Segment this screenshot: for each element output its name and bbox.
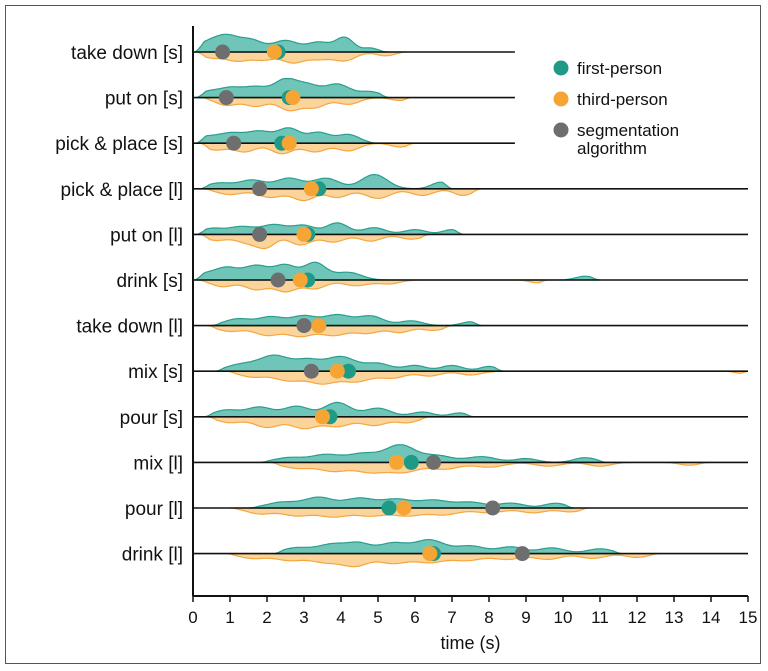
segmentation-mean-marker [514,546,530,562]
x-tick-label: 8 [484,608,493,627]
third-person-mean-marker [329,363,345,379]
ridge-row: pour [s] [120,401,748,430]
ridge-row: mix [l] [133,444,748,474]
ridge-row: mix [s] [128,354,749,385]
segmentation-mean-marker [226,135,242,151]
x-tick-label: 6 [410,608,419,627]
ridge-row: take down [s] [71,33,515,64]
x-tick-label: 11 [591,608,609,627]
third-person-mean-marker [296,226,312,242]
third-person-density [196,279,549,293]
ridge-row: drink [l] [122,538,748,568]
x-tick-label: 15 [739,608,758,627]
segmentation-mean-marker [252,226,268,242]
row-label: take down [l] [76,317,183,338]
legend-label: segmentation algorithm [577,121,679,158]
third-person-density [204,188,482,202]
x-tick-label: 3 [299,608,308,627]
first-person-density [274,538,623,555]
ridge-row: drink [s] [116,261,748,293]
ridge-row: pick & place [l] [61,174,748,202]
legend-swatch [553,91,569,107]
first-person-mean-marker [340,363,356,379]
third-person-mean-marker [396,500,412,516]
first-person-density [200,174,453,190]
first-person-density [248,496,575,509]
third-person-mean-marker [315,409,330,425]
first-person-density [196,127,378,144]
first-person-mean-marker [403,454,419,470]
x-tick-label: 12 [628,608,647,627]
legend-label: first-person [577,59,662,78]
row-label: drink [l] [122,545,183,566]
row-label: pour [s] [120,408,183,429]
x-tick-label: 2 [262,608,271,627]
x-tick-label: 5 [373,608,382,627]
row-label: pick & place [s] [55,134,183,155]
first-person-mean-marker [381,500,397,516]
legend-swatch [553,122,569,138]
ridge-row: put on [l] [110,222,748,250]
third-person-mean-marker [292,272,308,288]
third-person-density [207,325,453,338]
x-tick-label: 9 [521,608,530,627]
third-person-density [226,553,660,568]
first-person-density [203,401,475,418]
legend: first-person third-person segmentation algo… [553,59,679,158]
ridge-row: pour [l] [125,496,748,520]
segmentation-mean-marker [303,363,319,379]
legend-item: first-person [553,59,662,78]
chart-frame: take down [s] put on [s] pick & place [s] p… [5,5,761,664]
third-person-mean-marker [303,181,319,197]
legend-item: third-person [553,90,668,109]
ridgeline-chart: take down [s] put on [s] pick & place [s] p… [55,26,757,653]
segmentation-mean-marker [252,181,268,197]
legend-swatch [553,60,569,76]
third-person-mean-marker [311,318,327,334]
legend-item: segmentation algorithm [553,121,679,158]
first-person-density [192,33,390,53]
row-label: put on [l] [110,225,183,246]
third-person-density [196,51,408,64]
row-label: take down [s] [71,43,183,64]
third-person-mean-marker [285,90,301,106]
third-person-density [200,233,430,250]
segmentation-mean-marker [296,318,312,334]
x-tick-label: 4 [336,608,345,627]
segmentation-mean-marker [426,454,441,470]
ridge-row: pick & place [s] [55,127,515,155]
legend-label: third-person [577,90,668,109]
third-person-mean-marker [281,135,297,151]
first-person-density [215,354,504,372]
x-axis: time (s) 0 1 2 3 4 5 6 7 8 9 10 11 12 13 14 15 [188,26,757,653]
x-tick-label: 0 [188,608,197,627]
x-tick-label: 7 [447,608,456,627]
x-axis-title: time (s) [441,633,501,653]
row-label: mix [l] [133,453,183,474]
ridge-row: put on [s] [105,78,515,112]
first-person-density [196,222,464,235]
x-tick-label: 13 [665,608,684,627]
segmentation-mean-marker [485,500,501,516]
plot-area: take down [s] put on [s] pick & place [s] p… [55,33,749,568]
ridge-row: take down [l] [76,313,748,338]
row-label: put on [s] [105,89,183,110]
row-label: drink [s] [116,271,183,292]
x-tick-label: 1 [225,608,234,627]
x-tick-label: 10 [554,608,573,627]
row-label: mix [s] [128,362,183,383]
first-person-density [194,261,601,281]
segmentation-mean-marker [215,44,231,60]
first-person-density [196,78,390,99]
third-person-mean-marker [266,44,282,60]
third-person-density [270,461,712,474]
row-label: pick & place [l] [61,180,184,201]
segmentation-mean-marker [218,90,234,106]
segmentation-mean-marker [270,272,286,288]
row-label: pour [l] [125,499,183,520]
third-person-mean-marker [389,454,404,470]
first-person-density [211,313,482,327]
x-tick-label: 14 [702,608,721,627]
third-person-mean-marker [422,546,438,562]
